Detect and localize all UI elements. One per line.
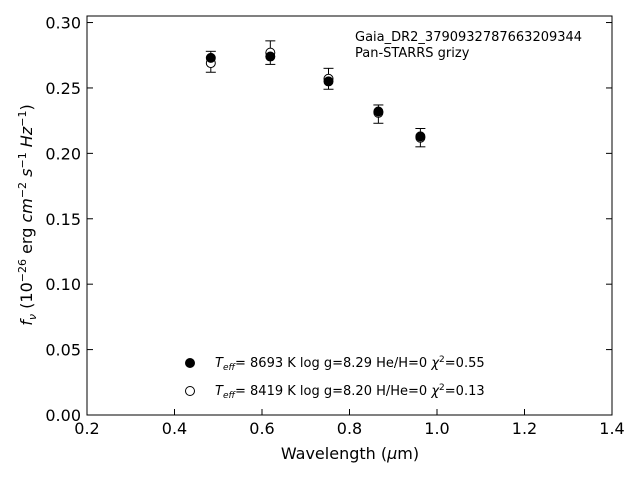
model-point-filled: [323, 76, 334, 87]
legend-marker-filled: [185, 358, 195, 368]
model-point-filled: [373, 106, 384, 117]
x-tick-label: 1.0: [424, 419, 449, 438]
legend-comp-open: H/He=0: [376, 384, 427, 399]
y-axis-label: fν (10−26 erg cm−2 s−1 Hz−1): [16, 104, 39, 325]
y-tick-label: 0.10: [45, 275, 81, 294]
x-tick-label: 1.2: [512, 419, 537, 438]
legend-chi-open: =0.13: [445, 384, 485, 399]
x-tick-label: 0.2: [74, 419, 99, 438]
y-tick-label: 0.15: [45, 210, 81, 229]
y-ticks: 0.00 0.05 0.10 0.15 0.20 0.25 0.30: [45, 14, 612, 425]
legend-teff-filled: 8693 K: [250, 356, 296, 371]
model-point-filled: [265, 51, 276, 62]
y-tick-label: 0.30: [45, 14, 81, 33]
y-tick-label: 0.20: [45, 144, 81, 163]
data-markers: [205, 47, 426, 143]
x-ticks: 0.2 0.4 0.6 0.8 1.0 1.2 1.4: [74, 409, 625, 438]
legend: Teff= 8693 K log g=8.29 He/H=0 χ2=0.55 T…: [185, 355, 485, 401]
x-tick-label: 0.6: [249, 419, 274, 438]
legend-logg-filled: log g=8.29: [300, 356, 372, 371]
legend-entry-open: Teff= 8419 K log g=8.20 H/He=0 χ2=0.13: [215, 383, 485, 401]
x-tick-label: 1.4: [599, 419, 624, 438]
object-name: Gaia_DR2_3790932787663209344: [355, 30, 582, 45]
x-axis-label: Wavelength (μm): [281, 444, 419, 463]
legend-logg-open: log g=8.20: [300, 384, 372, 399]
legend-comp-filled: He/H=0: [376, 356, 427, 371]
model-point-filled: [415, 131, 426, 142]
x-tick-label: 0.4: [162, 419, 187, 438]
y-tick-label: 0.05: [45, 341, 81, 360]
legend-marker-open: [185, 386, 195, 396]
model-point-filled: [205, 52, 216, 63]
legend-chi-filled: =0.55: [445, 356, 485, 371]
y-tick-label: 0.25: [45, 79, 81, 98]
legend-teff-open: 8419 K: [250, 384, 296, 399]
x-tick-label: 0.8: [337, 419, 362, 438]
y-tick-label: 0.00: [45, 406, 81, 425]
legend-entry-filled: Teff= 8693 K log g=8.29 He/H=0 χ2=0.55: [215, 355, 485, 373]
survey-name: Pan-STARRS grizy: [355, 46, 470, 61]
